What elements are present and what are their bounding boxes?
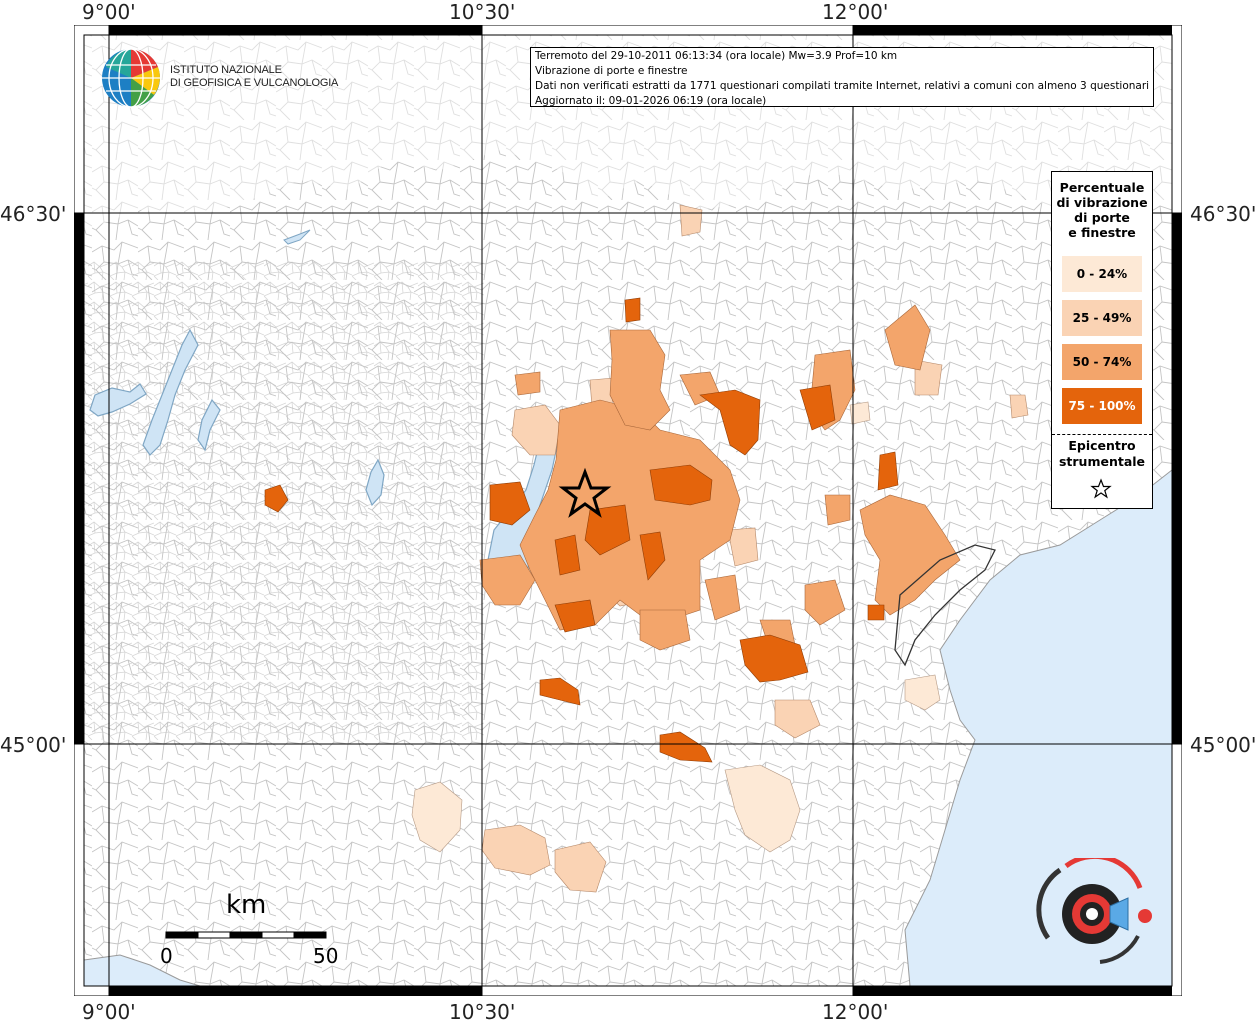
- adriatic-sea: [904, 468, 1173, 987]
- lon-label-top-1: 9°00': [82, 0, 136, 24]
- earthquake-info-box: Terremoto del 29-10-2011 06:13:34 (ora l…: [530, 47, 1154, 107]
- legend-class-25-49: 25 - 49%: [1062, 300, 1142, 336]
- map-canvas[interactable]: [74, 25, 1182, 996]
- frame-bars: [74, 25, 1182, 996]
- legend-class-0-24: 0 - 24%: [1062, 256, 1142, 292]
- lon-label-bottom-3: 12°00': [822, 1000, 889, 1024]
- scale-bar-unit: km: [226, 890, 267, 920]
- lat-label-left-1: 46°30': [0, 202, 67, 226]
- legend-title-line-2: di vibrazione: [1056, 195, 1148, 210]
- legend-epicenter-label: Epicentro strumentale: [1052, 438, 1152, 470]
- ingv-name-line-2: DI GEOFISICA E VULCANOLOGIA: [170, 77, 339, 89]
- info-event-line: Terremoto del 29-10-2011 06:13:34 (ora l…: [535, 50, 898, 62]
- lon-label-bottom-1: 9°00': [82, 1000, 136, 1024]
- legend-title-line-3: di porte: [1074, 210, 1130, 225]
- legend-epicenter-line-1: Epicentro: [1068, 438, 1136, 453]
- class-0-24-areas: [411, 401, 941, 853]
- lake-lugano: [89, 383, 147, 417]
- ingv-organization-name: ISTITUTO NAZIONALE DI GEOFISICA E VULCAN…: [170, 64, 338, 90]
- ingv-globe-logo: [102, 48, 160, 108]
- info-updated-line: Aggiornato il: 09-01-2026 06:19 (ora loc…: [535, 95, 767, 107]
- legend-class-50-74: 50 - 74%: [1062, 344, 1142, 380]
- legend-title: Percentuale di vibrazione di porte e fin…: [1052, 172, 1152, 240]
- legend-title-line-4: e finestre: [1068, 225, 1136, 240]
- legend: Percentuale di vibrazione di porte e fin…: [1051, 171, 1153, 509]
- star-icon: [1090, 478, 1112, 499]
- lat-label-right-2: 45°00': [1190, 733, 1255, 757]
- legend-epicenter-line-2: strumentale: [1058, 454, 1146, 469]
- lake-como: [197, 398, 221, 452]
- info-data-note-line: Dati non verificati estratti da 1771 que…: [535, 80, 1149, 92]
- legend-separator: [1052, 434, 1152, 435]
- info-parameter-line: Vibrazione di porte e finestre: [535, 65, 688, 77]
- legend-class-75-100: 75 - 100%: [1062, 388, 1142, 424]
- lat-label-right-1: 46°30': [1190, 202, 1255, 226]
- class-75-100-areas: [264, 297, 899, 763]
- class-50-74-areas: [479, 304, 961, 651]
- lon-label-top-3: 12°00': [822, 0, 889, 24]
- scale-bar-start: 0: [160, 944, 173, 968]
- graticule: [74, 25, 1182, 996]
- lake-iseo: [365, 458, 385, 507]
- lon-label-top-2: 10°30': [449, 0, 516, 24]
- lon-label-bottom-2: 10°30': [449, 1000, 516, 1024]
- legend-title-line-1: Percentuale: [1059, 180, 1145, 195]
- lake-small-north: [283, 229, 311, 245]
- lake-maggiore: [142, 328, 199, 456]
- scale-bar: [165, 931, 327, 939]
- lat-label-left-2: 45°00': [0, 733, 67, 757]
- venice-lagoon: [894, 544, 996, 667]
- map-frame[interactable]: [74, 25, 1182, 996]
- scale-bar-end: 50: [313, 944, 339, 968]
- haisentitoilterremoto-logo: [1036, 858, 1152, 964]
- ingv-name-line-1: ISTITUTO NAZIONALE: [170, 64, 282, 76]
- epicenter-star-icon: [558, 467, 612, 518]
